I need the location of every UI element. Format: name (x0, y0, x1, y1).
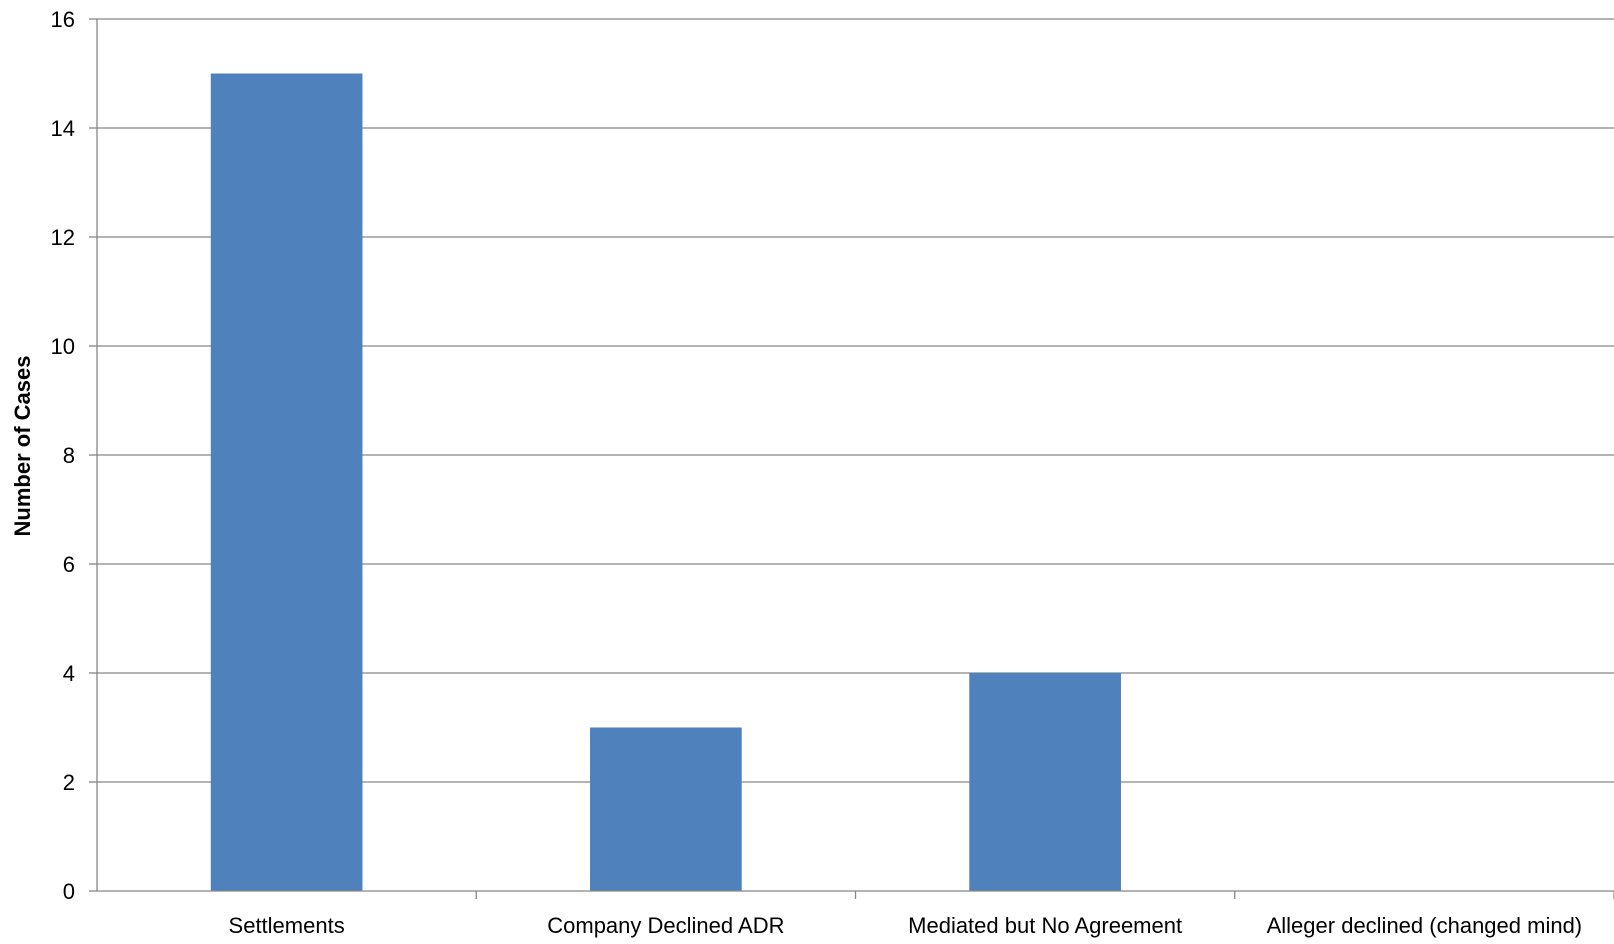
y-tick-label: 8 (63, 443, 75, 468)
bar-0 (210, 73, 363, 891)
y-tick-label: 10 (51, 334, 75, 359)
y-tick-label: 0 (63, 879, 75, 904)
bars (210, 73, 1121, 891)
x-tick-label: Settlements (229, 913, 345, 938)
y-tick-label: 2 (63, 770, 75, 795)
y-axis-title: Number of Cases (10, 356, 35, 537)
y-tick-label: 14 (51, 116, 75, 141)
x-tick-label: Company Declined ADR (547, 913, 784, 938)
y-tick-labels: 0 2 4 6 8 10 12 14 16 (51, 7, 75, 904)
bar-1 (590, 727, 742, 891)
y-tick-label: 16 (51, 7, 75, 32)
y-tick-label: 6 (63, 552, 75, 577)
y-tick-label: 12 (51, 225, 75, 250)
x-tick-labels: Settlements Company Declined ADR Mediated … (229, 913, 1583, 938)
bar-2 (969, 673, 1121, 891)
y-tick-label: 4 (63, 661, 75, 686)
x-tick-label: Alleger declined (changed mind) (1267, 913, 1583, 938)
axes (89, 18, 1614, 899)
x-tick-label: Mediated but No Agreement (908, 913, 1182, 938)
